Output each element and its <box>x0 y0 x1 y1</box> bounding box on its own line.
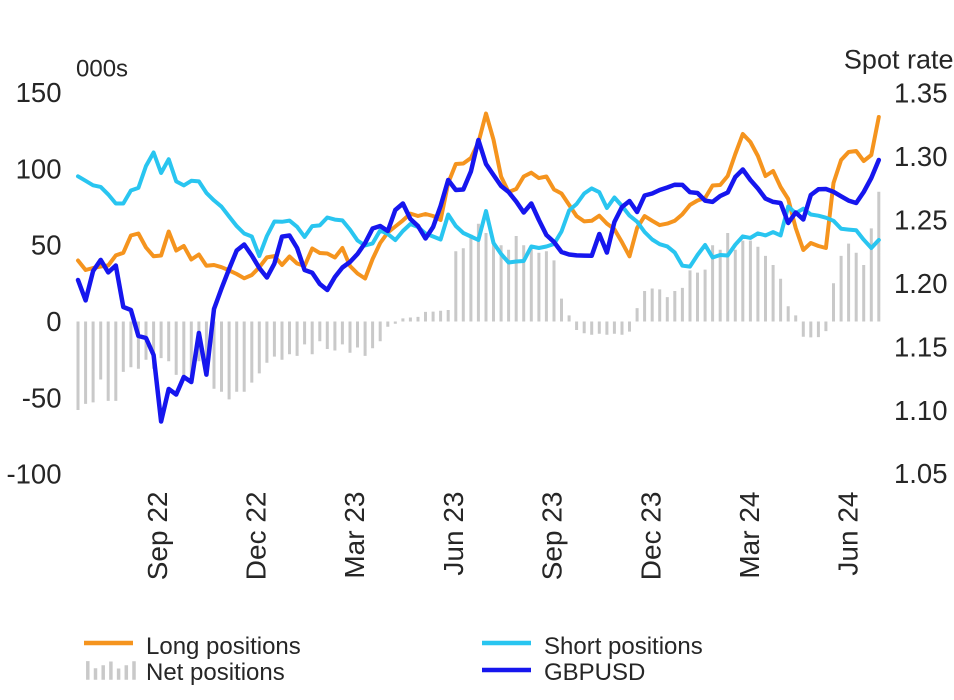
svg-text:Jun 23: Jun 23 <box>438 492 469 576</box>
svg-text:GBPUSD: GBPUSD <box>544 659 645 686</box>
svg-text:1.30: 1.30 <box>894 141 948 172</box>
svg-text:-50: -50 <box>22 382 62 413</box>
svg-text:Dec 22: Dec 22 <box>241 492 272 581</box>
svg-text:-100: -100 <box>6 459 61 490</box>
svg-text:100: 100 <box>16 153 62 184</box>
svg-text:1.20: 1.20 <box>894 268 948 299</box>
svg-text:0: 0 <box>46 306 61 337</box>
svg-text:000s: 000s <box>76 56 128 83</box>
svg-text:Spot rate: Spot rate <box>844 45 954 75</box>
svg-text:Jun 24: Jun 24 <box>833 492 864 576</box>
svg-text:Sep 22: Sep 22 <box>142 492 173 581</box>
svg-text:1.15: 1.15 <box>894 331 948 362</box>
svg-text:150: 150 <box>16 77 62 108</box>
svg-text:50: 50 <box>31 230 62 261</box>
svg-text:Net positions: Net positions <box>146 659 285 686</box>
svg-text:Mar 24: Mar 24 <box>734 492 765 579</box>
svg-text:Mar 23: Mar 23 <box>339 492 370 579</box>
svg-text:Long positions: Long positions <box>146 633 301 660</box>
svg-text:Sep 23: Sep 23 <box>537 492 568 581</box>
svg-text:1.05: 1.05 <box>894 458 948 489</box>
svg-text:Short positions: Short positions <box>544 633 703 660</box>
svg-text:1.10: 1.10 <box>894 395 948 426</box>
svg-text:Dec 23: Dec 23 <box>635 492 666 581</box>
svg-text:1.35: 1.35 <box>894 78 948 109</box>
svg-text:1.25: 1.25 <box>894 204 948 235</box>
